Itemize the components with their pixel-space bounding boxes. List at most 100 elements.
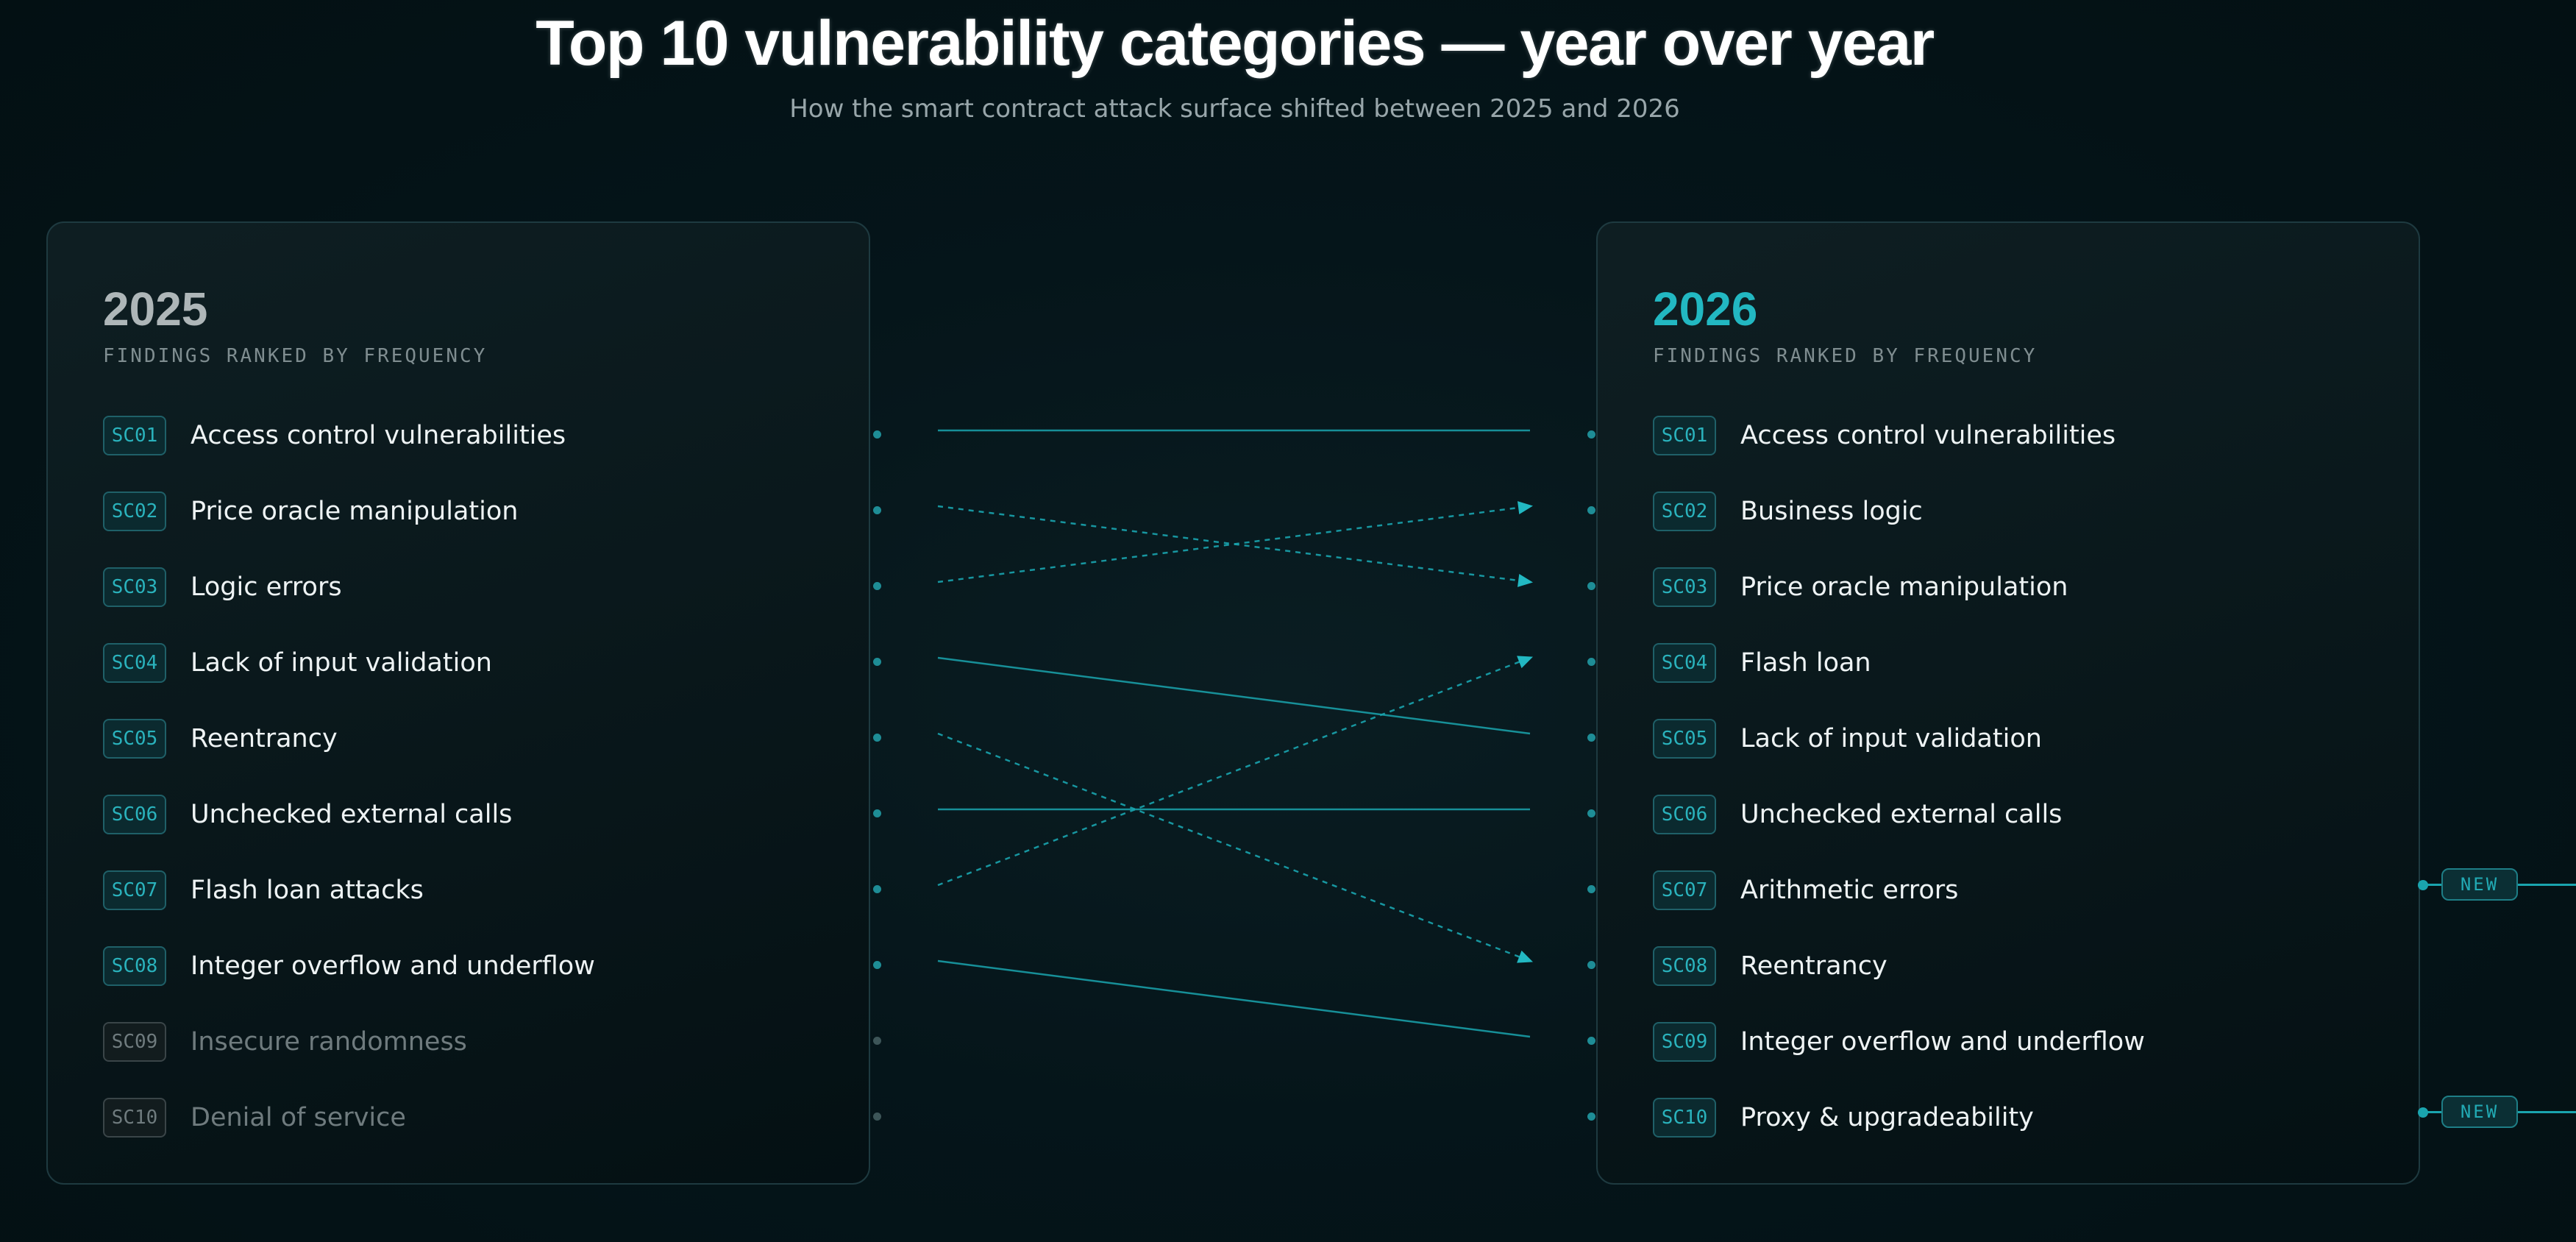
page-title: Top 10 vulnerability categories — year o… xyxy=(536,8,1935,79)
category-label: Business logic xyxy=(1740,497,1923,526)
code-badge: SC04 xyxy=(103,643,166,683)
arrowhead xyxy=(1517,656,1533,669)
code-badge: SC02 xyxy=(103,492,166,531)
left-connector-dot xyxy=(873,734,881,742)
left-connector-dot xyxy=(873,961,881,969)
code-badge: SC01 xyxy=(1653,416,1716,455)
left-connector-dot xyxy=(873,430,881,439)
connector-sc05-to-sc08 xyxy=(937,732,1531,962)
left-row-sc10: SC10 Denial of service xyxy=(103,1096,839,1140)
code-badge: SC09 xyxy=(1653,1022,1716,1062)
category-label: Lack of input validation xyxy=(191,648,492,678)
category-label: Integer overflow and underflow xyxy=(1740,1027,2145,1057)
right-connector-dot xyxy=(1587,734,1595,742)
right-connector-dot xyxy=(1587,582,1595,590)
left-row-sc09: SC09 Insecure randomness xyxy=(103,1020,839,1064)
left-connector-dot xyxy=(873,885,881,893)
year-label-2026: 2026 xyxy=(1653,283,1758,336)
category-label: Insecure randomness xyxy=(191,1027,467,1057)
new-badge: NEW xyxy=(2441,1096,2518,1128)
connector-sc07-to-sc04 xyxy=(937,656,1531,887)
code-badge: SC08 xyxy=(1653,946,1716,986)
code-badge: SC03 xyxy=(1653,567,1716,607)
category-label: Flash loan attacks xyxy=(191,876,424,905)
right-connector-dot xyxy=(1587,961,1595,969)
left-connector-dot xyxy=(873,658,881,666)
code-badge: SC07 xyxy=(103,870,166,910)
year-label-2025: 2025 xyxy=(103,283,208,336)
right-row-sc09: SC09 Integer overflow and underflow xyxy=(1653,1020,2388,1064)
code-badge: SC08 xyxy=(103,946,166,986)
category-label: Logic errors xyxy=(191,572,342,602)
page-subtitle: How the smart contract attack surface sh… xyxy=(789,94,1680,124)
code-badge: SC01 xyxy=(103,416,166,455)
right-connector-dot xyxy=(1587,430,1595,439)
right-row-sc01: SC01 Access control vulnerabilities xyxy=(1653,414,2388,458)
category-label: Flash loan xyxy=(1740,648,1871,678)
right-connector-dot xyxy=(1587,658,1595,666)
code-badge: SC05 xyxy=(1653,719,1716,759)
connector-sc03-to-sc02 xyxy=(937,505,1531,583)
code-badge: SC05 xyxy=(103,719,166,759)
code-badge: SC03 xyxy=(103,567,166,607)
code-badge: SC04 xyxy=(1653,643,1716,683)
panel-2026: 2026 FINDINGS RANKED BY FREQUENCY SC01 Ac… xyxy=(1596,221,2420,1185)
panel-caption-2026: FINDINGS RANKED BY FREQUENCY xyxy=(1653,345,2038,367)
code-badge: SC06 xyxy=(1653,795,1716,834)
category-label: Lack of input validation xyxy=(1740,724,2042,753)
right-row-sc03: SC03 Price oracle manipulation xyxy=(1653,565,2388,609)
left-connector-dot xyxy=(873,809,881,817)
right-connector-dot xyxy=(1587,506,1595,514)
connector-sc02-to-sc03 xyxy=(937,505,1531,583)
category-label: Access control vulnerabilities xyxy=(1740,421,2116,450)
right-row-sc02: SC02 Business logic xyxy=(1653,489,2388,533)
category-label: Unchecked external calls xyxy=(1740,800,2063,829)
category-label: Arithmetic errors xyxy=(1740,876,1959,905)
right-row-sc08: SC08 Reentrancy xyxy=(1653,944,2388,988)
category-label: Integer overflow and underflow xyxy=(191,951,595,981)
left-row-sc08: SC08 Integer overflow and underflow xyxy=(103,944,839,988)
left-row-sc07: SC07 Flash loan attacks xyxy=(103,868,839,912)
new-badge: NEW xyxy=(2441,868,2518,901)
arrowhead xyxy=(1518,574,1533,587)
right-row-sc04: SC04 Flash loan xyxy=(1653,641,2388,685)
code-badge: SC07 xyxy=(1653,870,1716,910)
category-label: Denial of service xyxy=(191,1103,406,1132)
left-row-sc05: SC05 Reentrancy xyxy=(103,717,839,761)
right-row-sc10: SC10 Proxy & upgradeability xyxy=(1653,1096,2388,1140)
panel-2025: 2025 FINDINGS RANKED BY FREQUENCY SC01 Ac… xyxy=(46,221,870,1185)
right-row-sc07: SC07 Arithmetic errors xyxy=(1653,868,2388,912)
category-label: Proxy & upgradeability xyxy=(1740,1103,2034,1132)
category-label: Reentrancy xyxy=(1740,951,1887,981)
left-row-sc06: SC06 Unchecked external calls xyxy=(103,792,839,837)
left-row-sc01: SC01 Access control vulnerabilities xyxy=(103,414,839,458)
code-badge: SC09 xyxy=(103,1022,166,1062)
category-label: Price oracle manipulation xyxy=(1740,572,2068,602)
left-connector-dot xyxy=(873,1037,881,1045)
category-label: Reentrancy xyxy=(191,724,338,753)
connector-sc08-to-sc09 xyxy=(937,959,1531,1038)
right-connector-dot xyxy=(1587,1037,1595,1045)
code-badge: SC06 xyxy=(103,795,166,834)
left-connector-dot xyxy=(873,506,881,514)
arrowhead xyxy=(1517,950,1533,963)
right-row-sc05: SC05 Lack of input validation xyxy=(1653,717,2388,761)
left-row-sc02: SC02 Price oracle manipulation xyxy=(103,489,839,533)
right-connector-dot xyxy=(1587,1113,1595,1121)
connector-sc04-to-sc05 xyxy=(937,656,1531,735)
right-connector-dot xyxy=(1587,885,1595,893)
category-label: Access control vulnerabilities xyxy=(191,421,566,450)
left-connector-dot xyxy=(873,582,881,590)
left-connector-dot xyxy=(873,1113,881,1121)
right-row-sc06: SC06 Unchecked external calls xyxy=(1653,792,2388,837)
left-row-sc03: SC03 Logic errors xyxy=(103,565,839,609)
category-label: Price oracle manipulation xyxy=(191,497,519,526)
arrowhead xyxy=(1518,501,1533,514)
code-badge: SC10 xyxy=(103,1098,166,1138)
category-label: Unchecked external calls xyxy=(191,800,513,829)
panel-caption-2025: FINDINGS RANKED BY FREQUENCY xyxy=(103,345,488,367)
right-connector-dot xyxy=(1587,809,1595,817)
code-badge: SC10 xyxy=(1653,1098,1716,1138)
left-row-sc04: SC04 Lack of input validation xyxy=(103,641,839,685)
